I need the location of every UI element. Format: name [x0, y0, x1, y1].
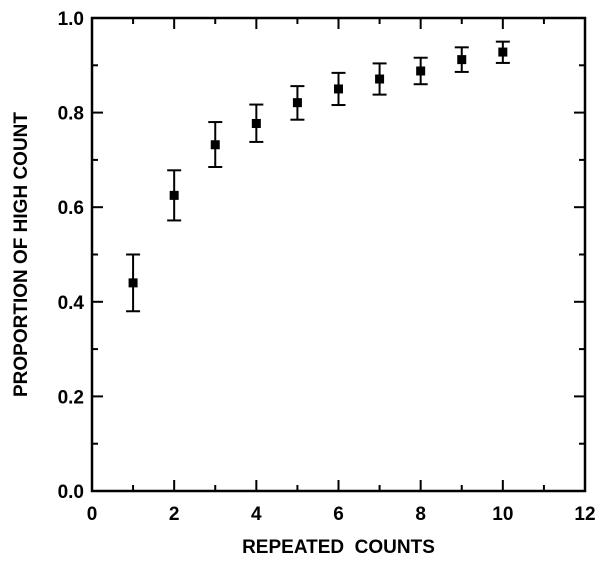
x-tick-label: 0 [87, 504, 98, 525]
y-tick-label: 0.4 [58, 293, 85, 314]
y-tick-label: 0.8 [58, 104, 84, 125]
y-axis-ticks: 0.0 0.2 0.4 0.6 0.8 1.0 [58, 9, 585, 503]
plot-frame [90, 16, 587, 493]
error-bars [126, 40, 510, 313]
x-tick-label: 6 [333, 504, 344, 525]
data-point [416, 66, 426, 76]
data-point [169, 190, 179, 200]
x-tick-label: 8 [415, 504, 426, 525]
y-tick-label: 0.2 [58, 387, 84, 408]
x-tick-label: 12 [574, 504, 595, 525]
data-point [251, 118, 261, 128]
data-point [498, 47, 508, 57]
data-point [128, 278, 138, 288]
y-tick-label: 1.0 [58, 9, 84, 30]
data-point [457, 55, 467, 65]
x-tick-label: 10 [492, 504, 513, 525]
y-tick-label: 0.6 [58, 198, 84, 219]
x-tick-label: 4 [251, 504, 262, 525]
x-axis-ticks: 0 2 4 6 8 10 12 [87, 18, 596, 525]
y-tick-label: 0.0 [58, 482, 84, 503]
data-point [292, 98, 302, 108]
x-tick-label: 2 [169, 504, 180, 525]
data-point [334, 84, 343, 94]
data-point [210, 140, 220, 150]
y-minor-ticks [92, 64, 585, 445]
data-point [375, 74, 385, 84]
x-axis-title: REPEATED COUNTS [242, 537, 435, 558]
data-points [128, 47, 508, 288]
y-axis-title: PROPORTION OF HIGH COUNT [11, 112, 32, 397]
